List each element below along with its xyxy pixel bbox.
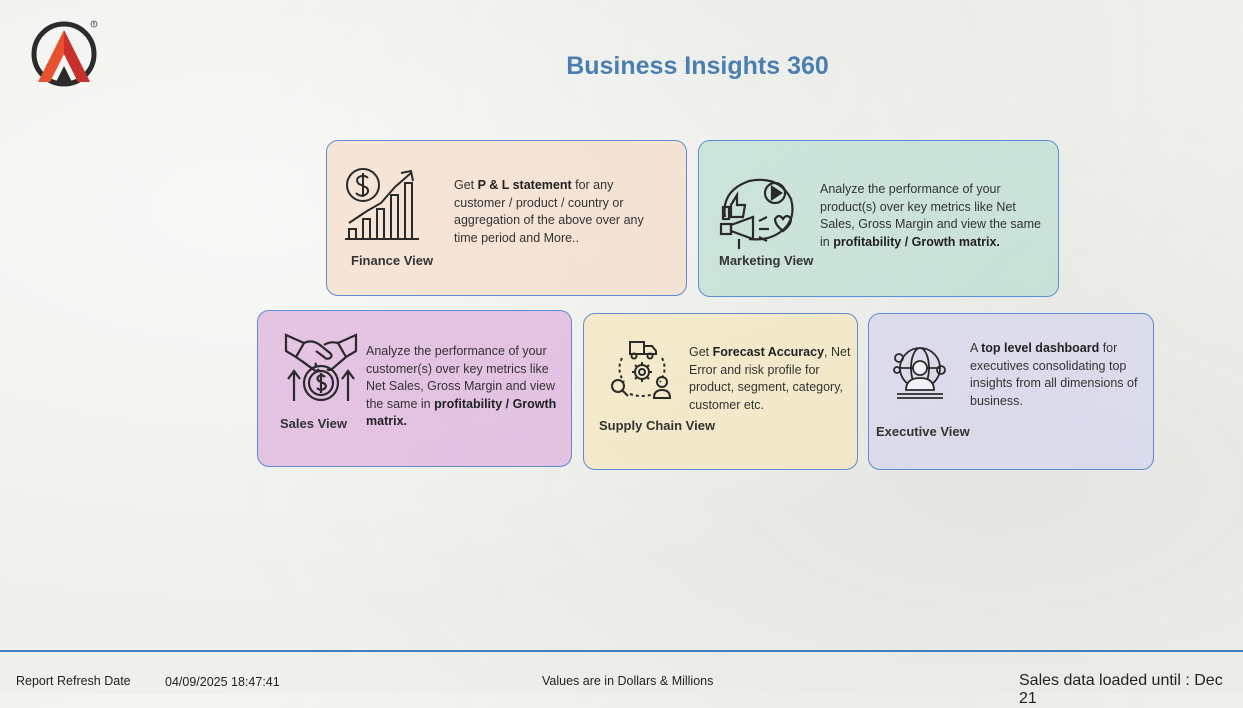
executive-description: A top level dashboard for executives con…: [970, 341, 1138, 408]
refresh-date-value: 04/09/2025 18:47:41: [165, 675, 280, 689]
marketing-view-label: Marketing View: [719, 253, 814, 268]
sales-view-label: Sales View: [280, 416, 347, 431]
executive-view-label: Executive View: [876, 424, 970, 439]
executive-view-card[interactable]: A top level dashboard for executives con…: [868, 313, 1154, 470]
supply-chain-view-card[interactable]: Get Forecast Accuracy, Net Error and ris…: [583, 313, 858, 470]
finance-view-card[interactable]: Get P & L statement for any customer / p…: [326, 140, 687, 296]
finance-view-label: Finance View: [351, 253, 434, 268]
finance-description: Get P & L statement for any customer / p…: [454, 178, 644, 245]
company-logo: R: [28, 16, 102, 90]
marketing-description: Analyze the performance of your product(…: [820, 182, 1041, 249]
page-title: Business Insights 360: [566, 52, 829, 80]
sales-view-card[interactable]: Analyze the performance of your customer…: [257, 310, 572, 467]
handshake-dollar-icon: [284, 331, 358, 410]
sales-data-loaded: Sales data loaded until : Dec 21: [1019, 672, 1223, 707]
megaphone-marketing-icon: [717, 177, 795, 256]
dollar-growth-chart-icon: [345, 165, 421, 246]
footer-divider: [0, 650, 1243, 652]
supply-chain-description: Get Forecast Accuracy, Net Error and ris…: [689, 345, 851, 412]
svg-text:R: R: [93, 22, 96, 27]
supply-chain-cycle-icon: [610, 336, 674, 405]
refresh-date-label: Report Refresh Date: [16, 674, 131, 688]
supply-chain-view-label: Supply Chain View: [599, 418, 716, 433]
sales-description: Analyze the performance of your customer…: [366, 344, 557, 428]
units-note: Values are in Dollars & Millions: [542, 674, 714, 688]
marketing-view-card[interactable]: Analyze the performance of your product(…: [698, 140, 1059, 297]
executive-globe-icon: [893, 346, 947, 405]
